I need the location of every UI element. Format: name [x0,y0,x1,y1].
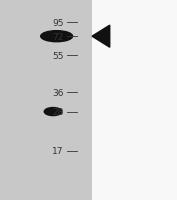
Text: 17: 17 [52,147,64,155]
Polygon shape [92,26,110,48]
Text: 36: 36 [52,89,64,97]
Bar [92,0,177,200]
Text: 55: 55 [52,52,64,60]
Text: 72: 72 [52,33,64,41]
Bar [0,0,92,200]
Ellipse shape [44,108,62,116]
Text: 28: 28 [52,108,64,116]
Ellipse shape [41,31,73,43]
Text: 95: 95 [52,19,64,27]
